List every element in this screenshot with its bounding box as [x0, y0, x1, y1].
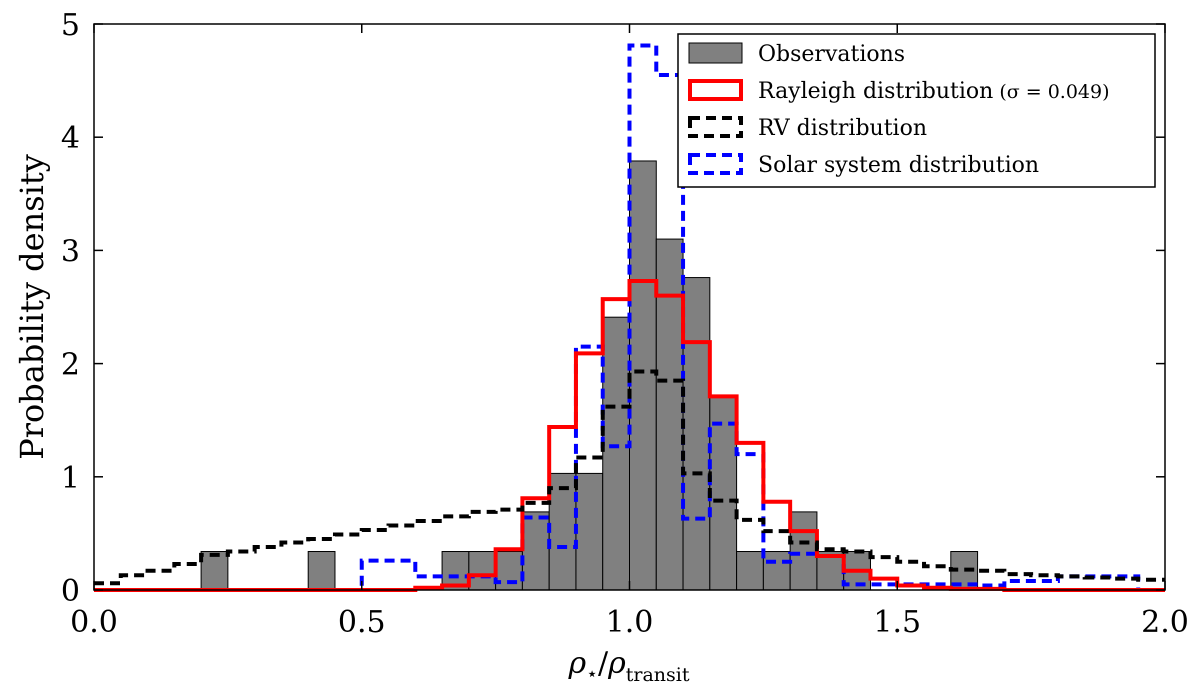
- legend-swatch-rayleigh-distribution: [688, 79, 743, 101]
- axis-ticks: [93, 23, 1166, 591]
- observation-bar: [709, 394, 738, 591]
- observation-bar: [468, 551, 497, 591]
- y-tick-label: 1: [61, 461, 80, 496]
- legend-swatch-rv-distribution: [688, 116, 743, 138]
- observation-bar: [736, 551, 764, 591]
- observation-bar: [307, 551, 336, 591]
- observation-bar: [629, 160, 657, 591]
- legend-label-rv-distribution: RV distribution: [758, 116, 927, 141]
- observation-bar: [602, 316, 630, 591]
- legend: Observations Rayleigh distribution (σ = 0…: [677, 33, 1156, 188]
- observation-bar: [548, 472, 577, 591]
- x-tick-label: 1.5: [873, 605, 921, 640]
- x-tick-label: 0.0: [70, 605, 118, 640]
- observation-bar: [200, 551, 229, 591]
- y-axis-title: Probability density: [13, 154, 51, 460]
- observation-bar: [575, 472, 604, 591]
- observation-bar: [682, 277, 711, 591]
- observation-bar: [655, 238, 684, 591]
- x-tick-label: 1.0: [606, 605, 654, 640]
- legend-label-solar-system-distribution: Solar system distribution: [758, 153, 1039, 178]
- y-tick-label: 4: [61, 121, 80, 156]
- observation-bar: [521, 511, 550, 591]
- y-tick-label: 5: [61, 8, 80, 43]
- observation-bar: [789, 511, 818, 591]
- observation-bar: [495, 551, 523, 591]
- observation-bars: [200, 160, 979, 591]
- legend-swatch-solar-system-distribution: [688, 153, 743, 175]
- x-tick-label: 0.5: [338, 605, 386, 640]
- y-tick-label: 3: [61, 234, 80, 269]
- y-tick-label: 2: [61, 348, 80, 383]
- legend-label-rayleigh-distribution: Rayleigh distribution (σ = 0.049): [758, 79, 1110, 104]
- tick-labels: 0.0 0.5 1.0 1.5 2.0 0 1 2 3 4 5: [61, 8, 1189, 640]
- legend-swatch-observations: [688, 42, 743, 64]
- legend-box: [677, 33, 1156, 188]
- x-tick-label: 2.0: [1141, 605, 1189, 640]
- rv-distribution-line: [94, 369, 1165, 586]
- legend-label-observations: Observations: [758, 42, 905, 67]
- y-tick-label: 0: [61, 574, 80, 609]
- x-axis-title: ρ⋆/ρtransit: [567, 646, 689, 686]
- observation-bar: [762, 551, 791, 591]
